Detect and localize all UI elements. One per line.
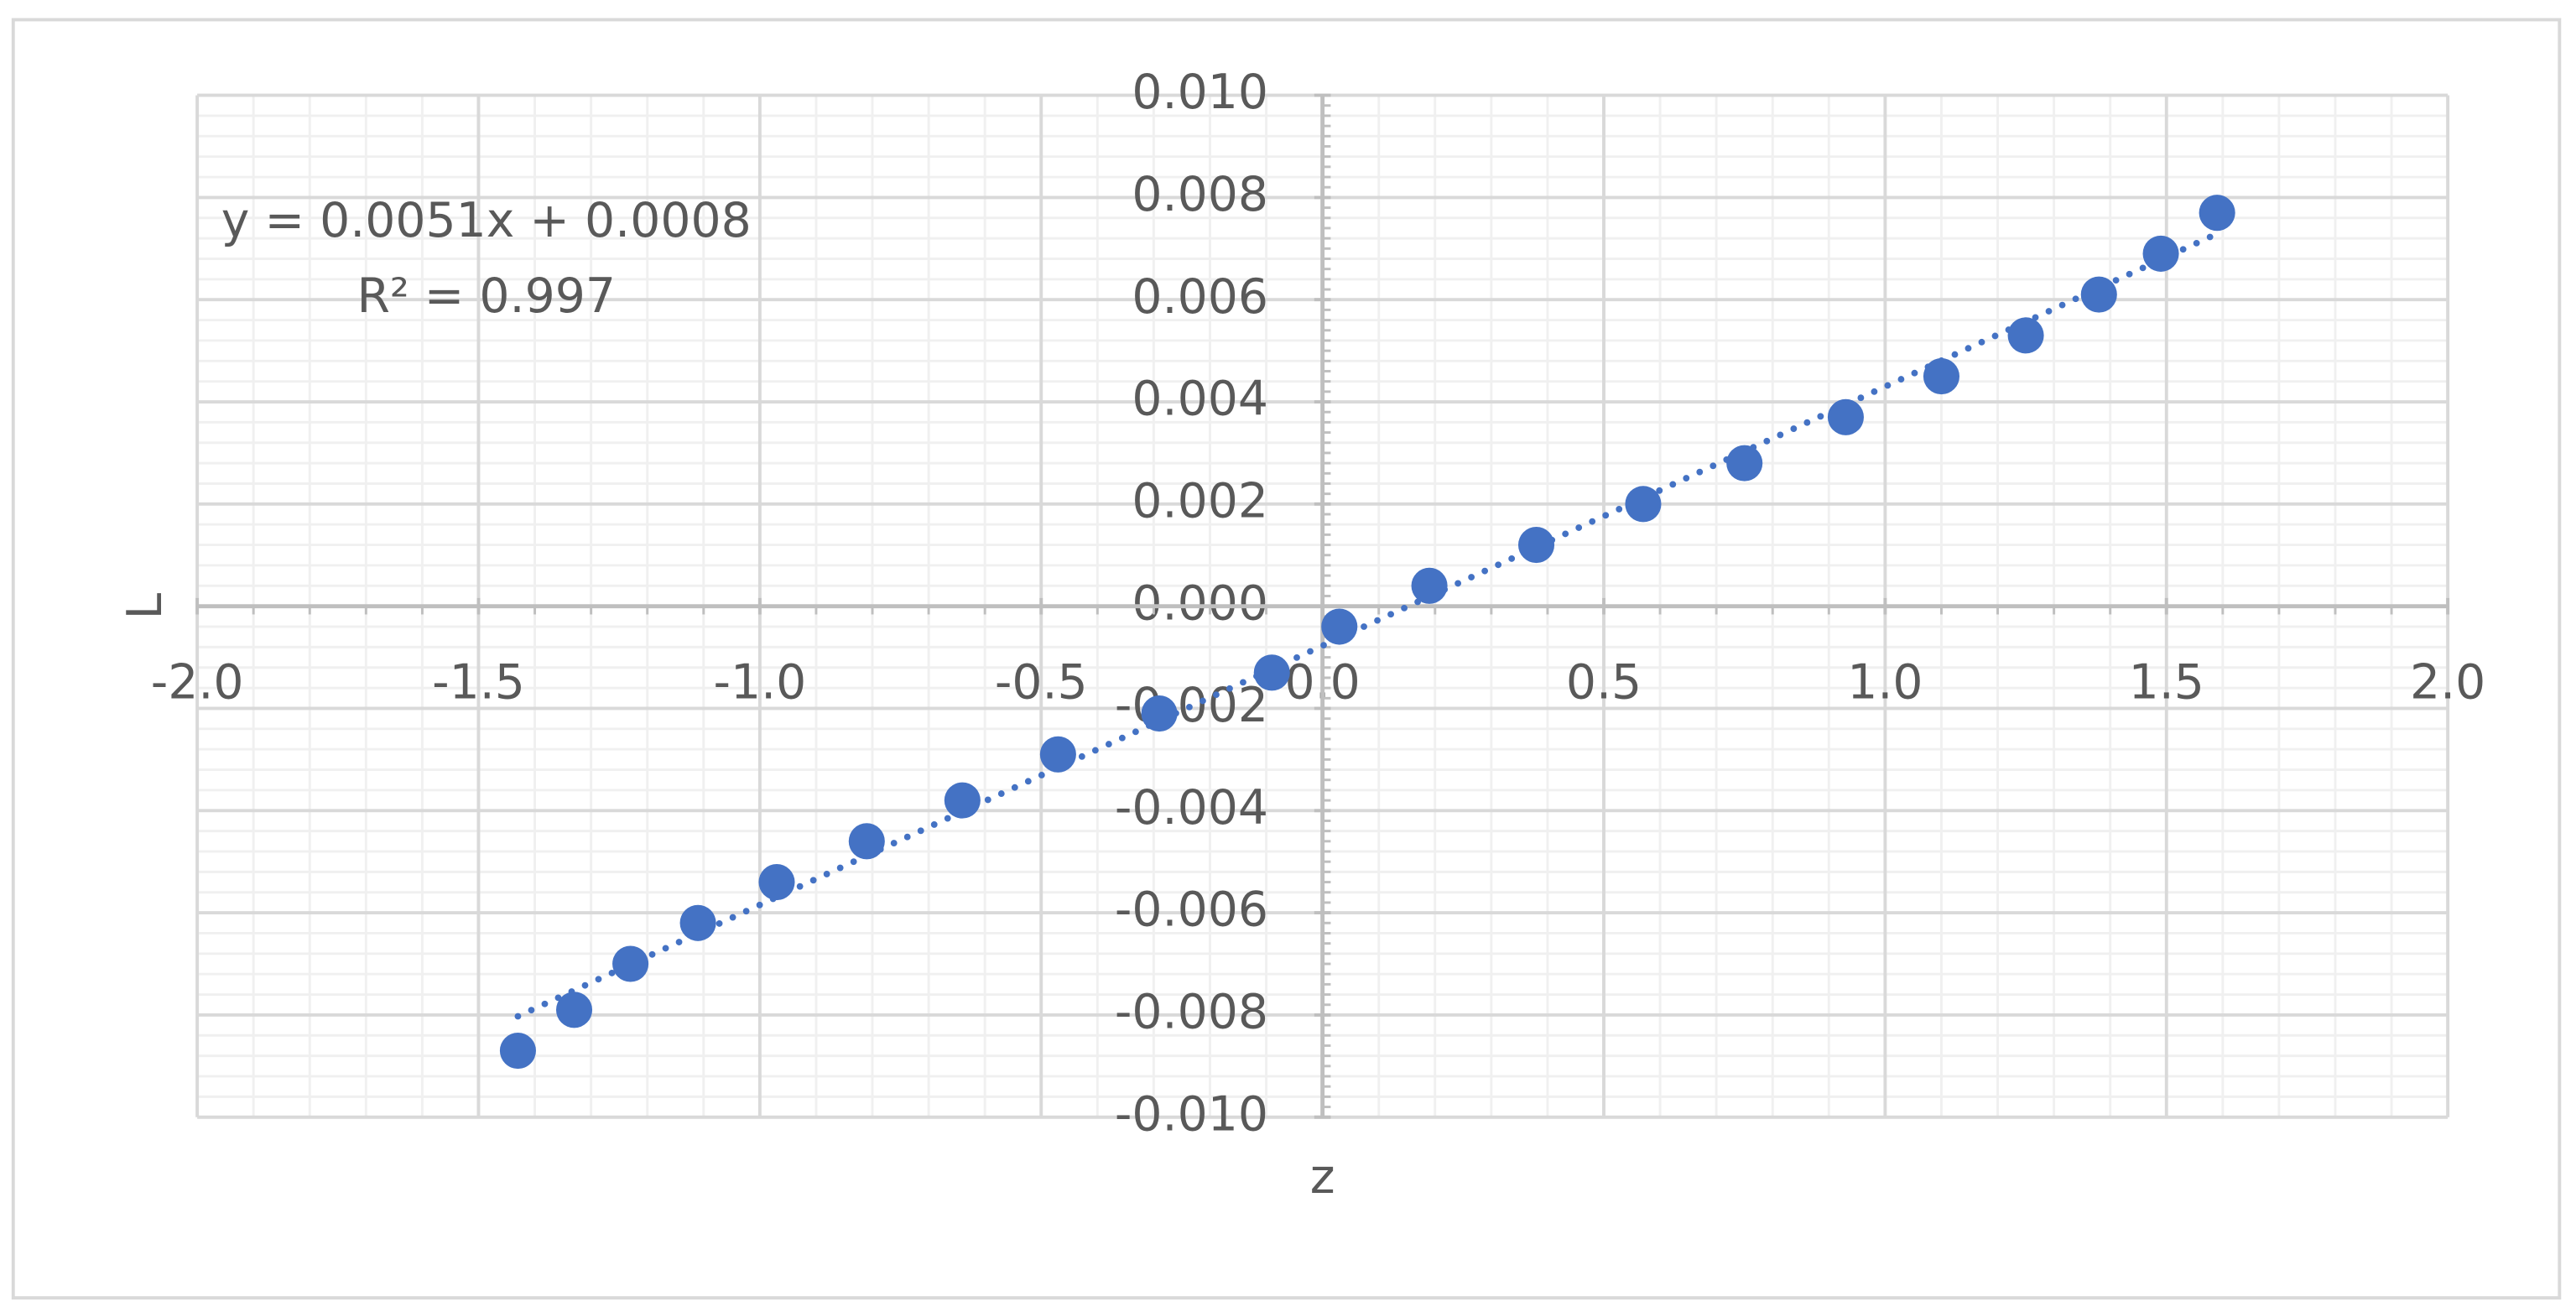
data-point xyxy=(555,992,593,1028)
trendline-equation: y = 0.0051x + 0.0008 xyxy=(221,193,752,248)
data-point xyxy=(758,864,795,901)
data-point xyxy=(1321,608,1358,645)
y-tick-label: 0.002 xyxy=(1132,473,1268,528)
data-point xyxy=(2142,235,2179,272)
data-point xyxy=(612,945,649,982)
x-tick-label: -2.0 xyxy=(151,654,244,710)
y-tick-label: 0.000 xyxy=(1132,575,1268,631)
data-point xyxy=(2007,317,2044,354)
data-point xyxy=(1827,398,1864,435)
y-tick-label: 0.004 xyxy=(1132,372,1268,427)
x-tick-label: 2.0 xyxy=(2410,654,2485,710)
data-point xyxy=(1517,527,1555,564)
trendline-r2: R² = 0.997 xyxy=(357,268,616,324)
x-tick-label: -1.0 xyxy=(713,654,806,710)
y-tick-label: -0.004 xyxy=(1115,780,1268,836)
data-point xyxy=(1411,567,1448,604)
data-point xyxy=(944,782,981,819)
data-point xyxy=(1726,445,1763,482)
data-point xyxy=(1039,736,1076,773)
x-tick-label: 1.0 xyxy=(1847,654,1923,710)
y-tick-label: -0.006 xyxy=(1115,882,1268,938)
data-point xyxy=(499,1033,536,1070)
data-point xyxy=(848,823,885,860)
y-tick-label: 0.010 xyxy=(1132,65,1268,120)
trendline xyxy=(514,230,2221,1020)
chart-border xyxy=(11,18,2562,1300)
data-point xyxy=(1923,358,1960,395)
y-tick-label: 0.008 xyxy=(1132,167,1268,222)
data-point xyxy=(2199,195,2235,232)
x-axis-title: z xyxy=(1310,1149,1335,1205)
y-axis-title: L xyxy=(117,592,173,619)
x-tick-label: 0.5 xyxy=(1566,654,1642,710)
data-point xyxy=(679,904,716,941)
y-tick-label: -0.010 xyxy=(1115,1086,1268,1142)
data-point xyxy=(1625,486,1662,523)
x-tick-label: -0.5 xyxy=(995,654,1088,710)
data-point xyxy=(2080,276,2117,313)
data-point xyxy=(1253,654,1290,691)
x-tick-label: -1.5 xyxy=(432,654,525,710)
x-tick-label: 1.5 xyxy=(2129,654,2204,710)
data-point xyxy=(1141,695,1178,732)
y-tick-label: -0.008 xyxy=(1115,985,1268,1040)
y-tick-label: 0.006 xyxy=(1132,269,1268,325)
